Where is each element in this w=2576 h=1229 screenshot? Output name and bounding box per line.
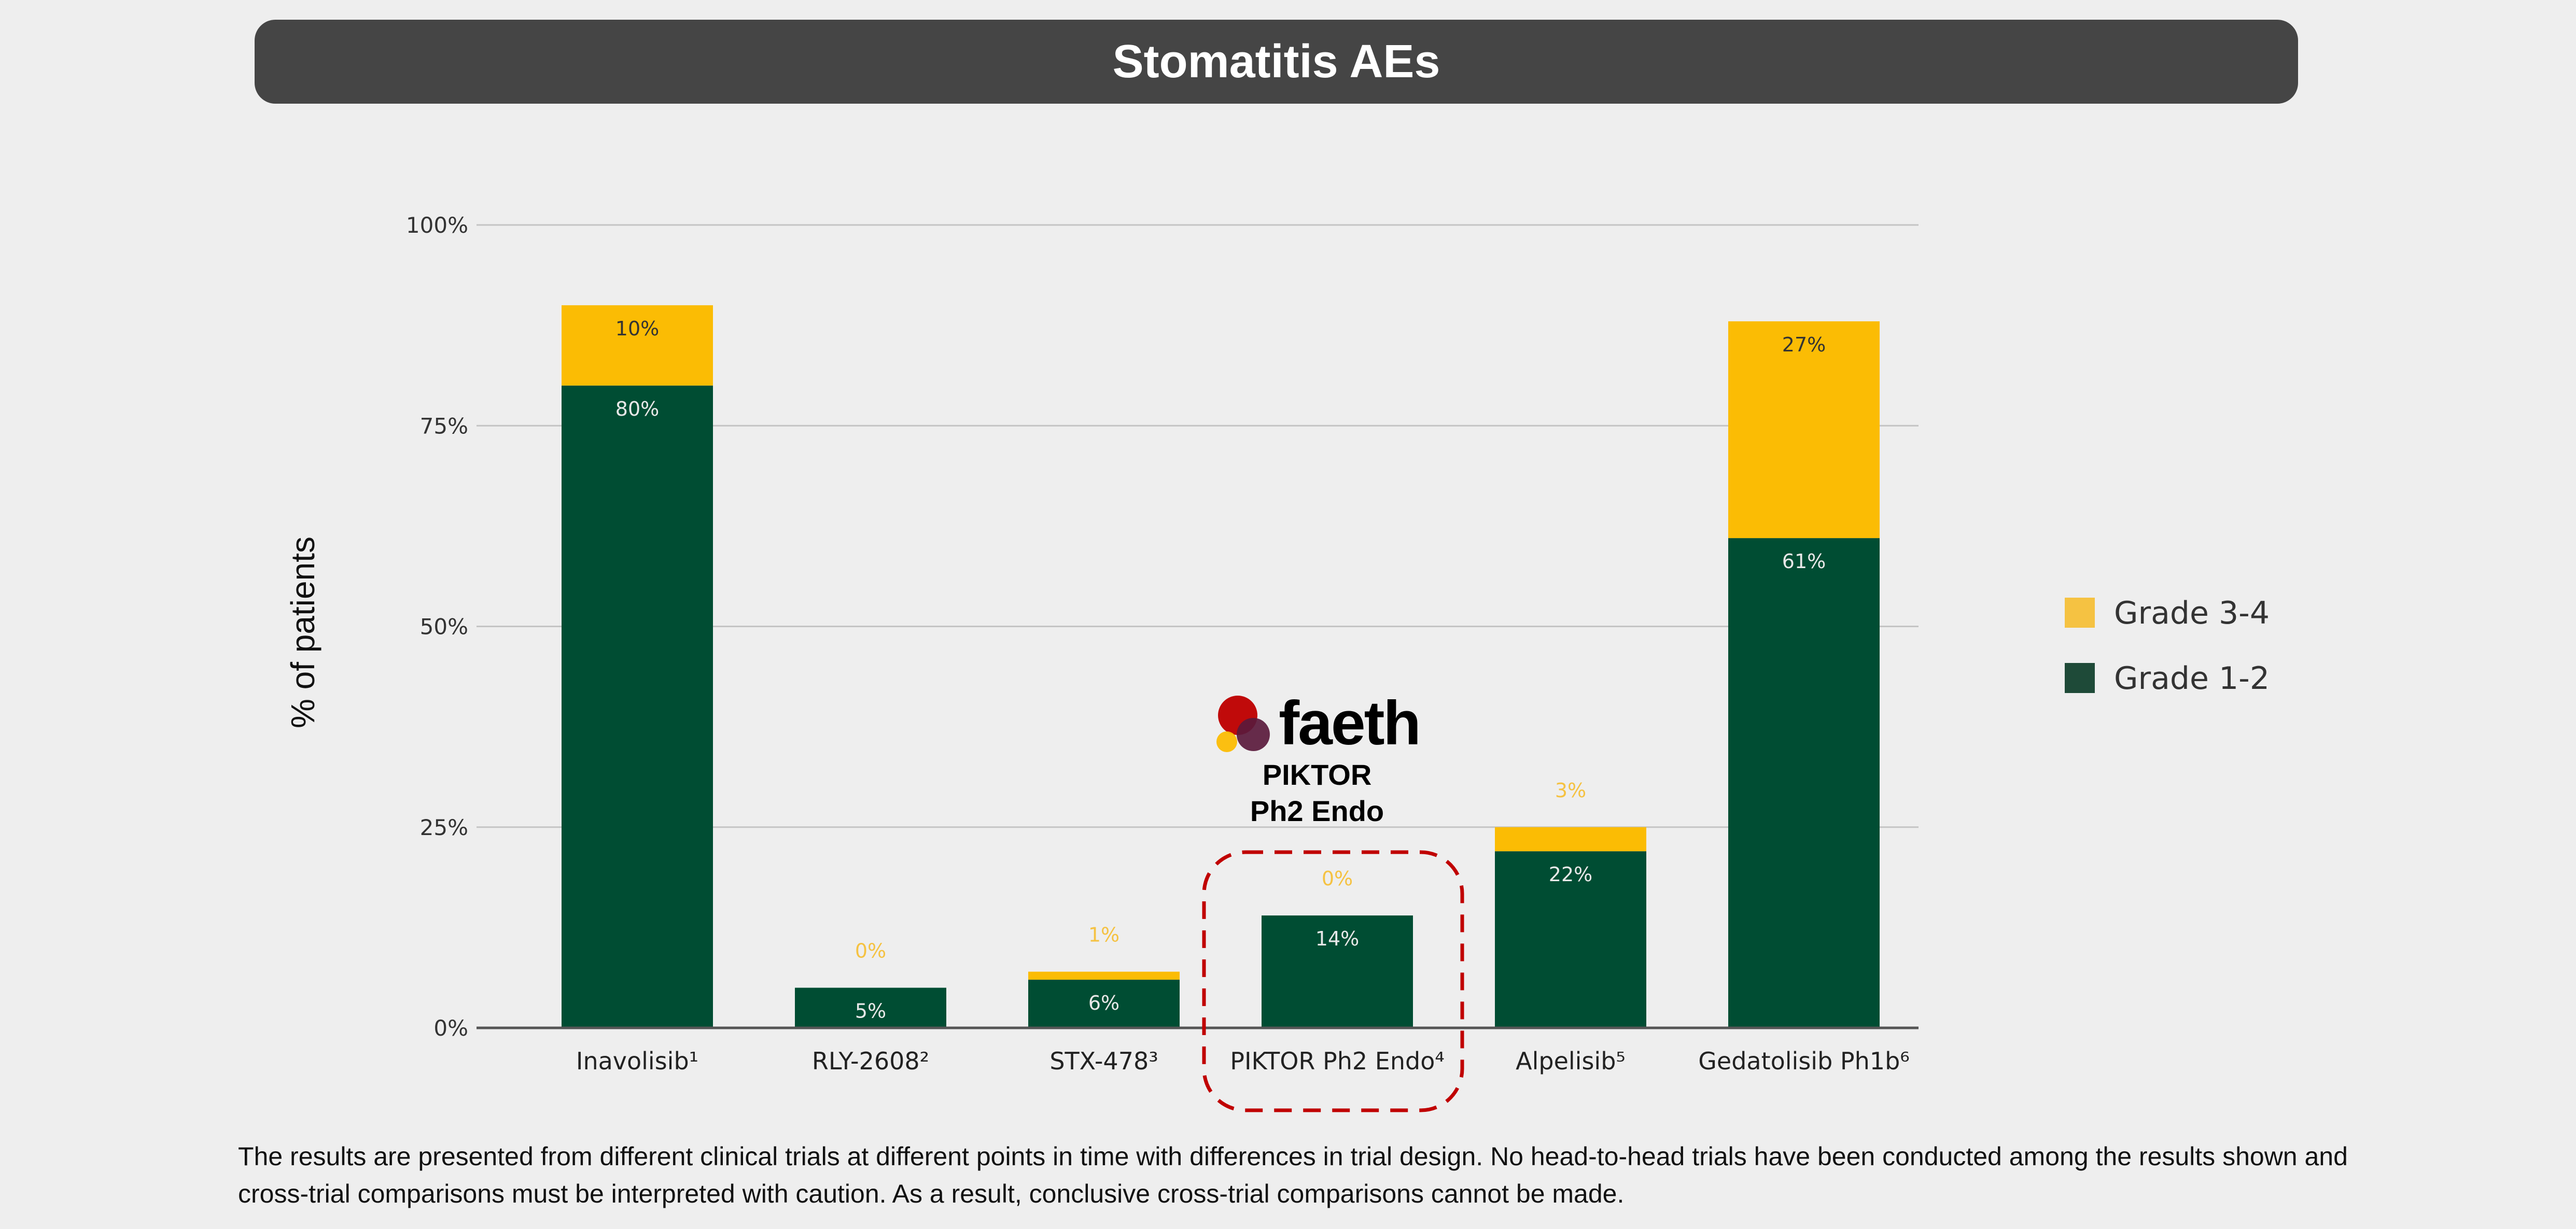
legend-swatch: [2065, 598, 2095, 628]
data-label-grade-3-4: 0%: [1322, 867, 1353, 890]
bars: 80% 10% 5% 0% 6% 1% 14% 0% 22% 3% 61% 27%: [562, 305, 1880, 1028]
bar-grade-3-4: [562, 305, 713, 386]
y-tick-label: 25%: [420, 815, 468, 840]
highlight-dashed-box: [1202, 850, 1464, 1112]
legend-label: Grade 1-2: [2114, 660, 2270, 697]
data-label-grade-1-2: 80%: [615, 398, 659, 420]
bar-grade-1-2: [562, 385, 713, 1028]
legend-swatch: [2065, 663, 2095, 693]
title-bar: Stomatitis AEs: [255, 20, 2298, 104]
data-label-grade-1-2: 5%: [855, 1000, 886, 1023]
data-label-grade-3-4: 0%: [855, 940, 886, 963]
piktor-callout: faeth PIKTOR Ph2 Endo: [1156, 689, 1478, 829]
callout-line-1: PIKTOR: [1262, 758, 1372, 791]
y-tick-label: 50%: [420, 614, 468, 640]
data-label-grade-3-4: 10%: [615, 317, 659, 340]
bar-grade-1-2: [795, 987, 946, 1028]
faeth-logo-circles-icon: [1216, 696, 1270, 752]
y-tick-label: 75%: [420, 413, 468, 439]
x-tick-label: Gedatolisib Ph1b⁶: [1698, 1047, 1909, 1075]
x-tick-label: RLY-2608²: [812, 1047, 929, 1075]
page-title: Stomatitis AEs: [1112, 35, 1440, 88]
x-tick-label: PIKTOR Ph2 Endo⁴: [1230, 1047, 1445, 1075]
bar-grade-3-4: [1728, 321, 1880, 539]
data-label-grade-1-2: 14%: [1315, 927, 1359, 950]
gridlines: [477, 224, 1919, 828]
y-tick-label: 100%: [406, 213, 468, 238]
callout-line-2: Ph2 Endo: [1250, 795, 1384, 827]
y-tick-label: 0%: [433, 1015, 468, 1041]
x-tick-label: Alpelisib⁵: [1516, 1047, 1626, 1075]
disclaimer-footnote: The results are presented from different…: [238, 1142, 2348, 1208]
data-label-grade-3-4: 3%: [1555, 779, 1586, 802]
bar-grade-3-4: [1495, 827, 1646, 852]
data-label-grade-1-2: 6%: [1088, 992, 1119, 1014]
data-label-grade-1-2: 22%: [1549, 863, 1592, 886]
bar-grade-3-4: [1028, 971, 1180, 980]
y-axis-label: % of patients: [284, 536, 321, 728]
x-tick-label: Inavolisib¹: [576, 1047, 698, 1075]
legend-label: Grade 3-4: [2114, 595, 2270, 631]
data-label-grade-1-2: 61%: [1782, 550, 1826, 573]
bar-grade-1-2: [1262, 915, 1413, 1028]
x-tick-labels: Inavolisib¹ RLY-2608² STX-478³ PIKTOR Ph2 E…: [576, 1047, 1910, 1075]
x-tick-label: STX-478³: [1049, 1047, 1158, 1075]
bar-grade-1-2: [1495, 851, 1646, 1028]
bar-grade-1-2: [1728, 538, 1880, 1028]
legend: Grade 3-4 Grade 1-2: [2065, 595, 2270, 697]
data-label-grade-3-4: 27%: [1782, 333, 1826, 356]
data-label-grade-3-4: 1%: [1088, 924, 1119, 947]
y-tick-labels: 0% 25% 50% 75% 100%: [406, 213, 468, 1041]
faeth-logo: faeth: [1156, 689, 1478, 757]
faeth-logo-text: faeth: [1279, 688, 1421, 758]
bar-grade-1-2: [1028, 980, 1180, 1028]
